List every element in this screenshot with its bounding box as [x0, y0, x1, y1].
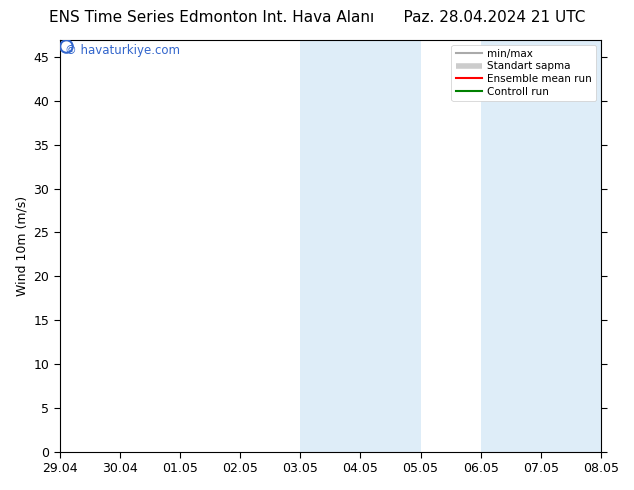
- Y-axis label: Wind 10m (m/s): Wind 10m (m/s): [15, 196, 28, 295]
- Bar: [481, 40, 541, 452]
- Text: © havaturkiye.com: © havaturkiye.com: [65, 44, 180, 57]
- Text: ENS Time Series Edmonton Int. Hava Alanı      Paz. 28.04.2024 21 UTC: ENS Time Series Edmonton Int. Hava Alanı…: [49, 10, 585, 25]
- Bar: [361, 40, 420, 452]
- Legend: min/max, Standart sapma, Ensemble mean run, Controll run: min/max, Standart sapma, Ensemble mean r…: [451, 45, 596, 101]
- Bar: [301, 40, 361, 452]
- Bar: [541, 40, 601, 452]
